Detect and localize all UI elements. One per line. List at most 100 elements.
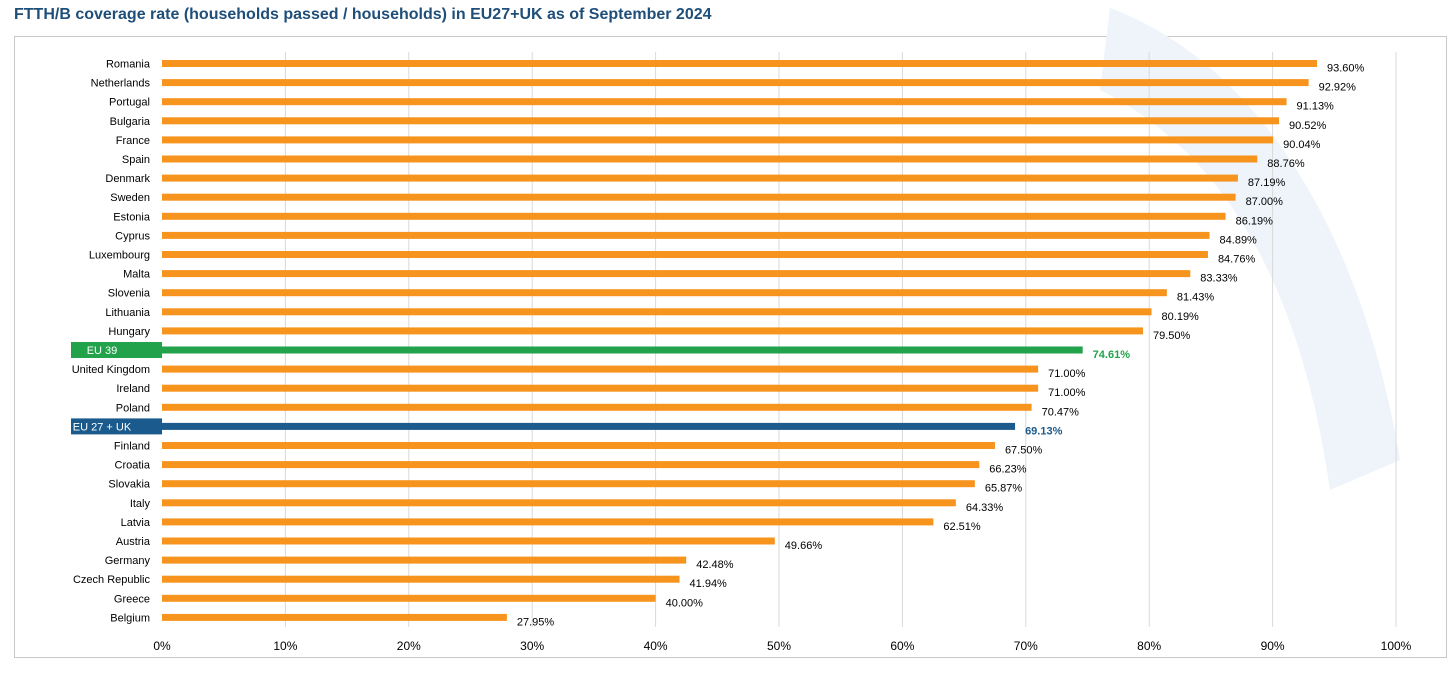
bar <box>162 613 507 621</box>
category-label: Croatia <box>115 460 151 472</box>
chart-frame <box>14 36 1447 658</box>
category-label: Poland <box>116 402 150 414</box>
category-label: France <box>116 135 150 147</box>
x-tick-label: 20% <box>397 639 421 653</box>
bar-value-label: 62.51% <box>943 521 981 533</box>
category-label: Bulgaria <box>110 116 151 128</box>
bar-value-label: 79.50% <box>1153 330 1191 342</box>
bar <box>162 308 1152 316</box>
bar <box>162 594 656 602</box>
bar <box>162 98 1287 106</box>
x-axis-ticks: 0% 10% 20% 30% 40% 50% 60% 70% 80% 90% 100% <box>153 639 1411 653</box>
category-label: Hungary <box>108 326 150 338</box>
category-label: Romania <box>106 59 151 71</box>
x-tick-label: 100% <box>1381 639 1412 653</box>
bar <box>162 212 1226 220</box>
category-label: Italy <box>130 498 151 510</box>
category-label: Slovakia <box>108 479 150 491</box>
bar-value-label: 92.92% <box>1319 82 1357 94</box>
bar <box>162 575 680 583</box>
bar-value-label: 42.48% <box>696 559 734 571</box>
bar <box>162 231 1210 239</box>
gridlines <box>284 52 1397 627</box>
bar <box>162 346 1083 354</box>
bar-value-label: 88.76% <box>1267 158 1305 170</box>
x-tick-label: 70% <box>1014 639 1038 653</box>
x-tick-label: 10% <box>273 639 297 653</box>
bar-value-label: 84.76% <box>1218 254 1256 266</box>
bars: Romania 93.60% Netherlands 92.92% Portugal 91… <box>71 59 1365 628</box>
bar <box>162 365 1039 373</box>
bar-value-label: 41.94% <box>690 578 728 590</box>
bar <box>162 289 1167 297</box>
bar-value-label: 91.13% <box>1297 101 1335 113</box>
bar <box>162 480 975 488</box>
bar <box>162 79 1309 87</box>
bar <box>162 537 775 545</box>
category-label: Sweden <box>110 192 150 204</box>
bar <box>162 461 980 469</box>
category-label-highlight <box>71 418 162 435</box>
bar-value-label: 80.19% <box>1162 311 1200 323</box>
bar-value-label: 71.00% <box>1048 387 1086 399</box>
bar-value-label: 83.33% <box>1200 273 1238 285</box>
bar-value-label: 86.19% <box>1236 215 1274 227</box>
bar <box>162 60 1318 67</box>
category-label: Estonia <box>113 211 151 223</box>
bar-value-label: 49.66% <box>785 540 823 552</box>
bar-value-label: 69.13% <box>1025 425 1063 437</box>
bar-value-label: 65.87% <box>985 483 1023 495</box>
category-label: EU 27 + UK <box>73 421 132 433</box>
category-label: EU 39 <box>87 345 118 357</box>
category-label: Germany <box>105 555 151 567</box>
category-label: United Kingdom <box>72 364 150 376</box>
x-tick-label: 40% <box>644 639 668 653</box>
category-label-highlight <box>71 342 162 358</box>
bar-value-label: 40.00% <box>666 597 704 609</box>
x-tick-label: 50% <box>767 639 791 653</box>
bar <box>162 155 1258 163</box>
bar-value-label: 84.89% <box>1220 234 1258 246</box>
bar-value-label: 81.43% <box>1177 292 1215 304</box>
category-label: Netherlands <box>91 78 151 90</box>
bar-value-label: 87.19% <box>1248 177 1286 189</box>
category-label: Denmark <box>105 173 150 185</box>
bar-value-label: 67.50% <box>1005 445 1043 457</box>
bar <box>162 117 1280 125</box>
bar <box>162 442 995 449</box>
bar-value-label: 70.47% <box>1042 406 1080 418</box>
bar <box>162 556 687 564</box>
bar <box>162 174 1238 182</box>
x-tick-label: 80% <box>1137 639 1161 653</box>
bar <box>162 518 934 526</box>
category-label: Latvia <box>121 517 151 529</box>
category-label: Austria <box>116 536 151 548</box>
background-swoosh-shape <box>1100 8 1400 490</box>
bar <box>162 270 1191 278</box>
bar-value-label: 27.95% <box>517 616 555 628</box>
bar-value-label: 87.00% <box>1246 196 1284 208</box>
bar <box>162 251 1208 258</box>
category-label: Malta <box>123 269 151 281</box>
bar-value-label: 66.23% <box>989 464 1027 476</box>
x-tick-label: 60% <box>890 639 914 653</box>
category-label: Lithuania <box>105 307 151 319</box>
bar-value-label: 74.61% <box>1093 349 1131 361</box>
category-label: Portugal <box>109 97 150 109</box>
x-tick-label: 30% <box>520 639 544 653</box>
category-label: Greece <box>114 593 150 605</box>
category-label: Belgium <box>110 612 150 624</box>
bar <box>162 384 1039 392</box>
x-tick-label: 0% <box>153 639 171 653</box>
background-swoosh <box>1100 8 1400 490</box>
bar-value-label: 90.52% <box>1289 120 1327 132</box>
bar <box>162 422 1016 430</box>
bar <box>162 403 1032 411</box>
bar-value-label: 71.00% <box>1048 368 1086 380</box>
bar <box>162 327 1144 335</box>
bar-value-label: 93.60% <box>1327 63 1365 75</box>
x-tick-label: 90% <box>1261 639 1285 653</box>
category-label: Spain <box>122 154 150 166</box>
category-label: Slovenia <box>108 288 151 300</box>
